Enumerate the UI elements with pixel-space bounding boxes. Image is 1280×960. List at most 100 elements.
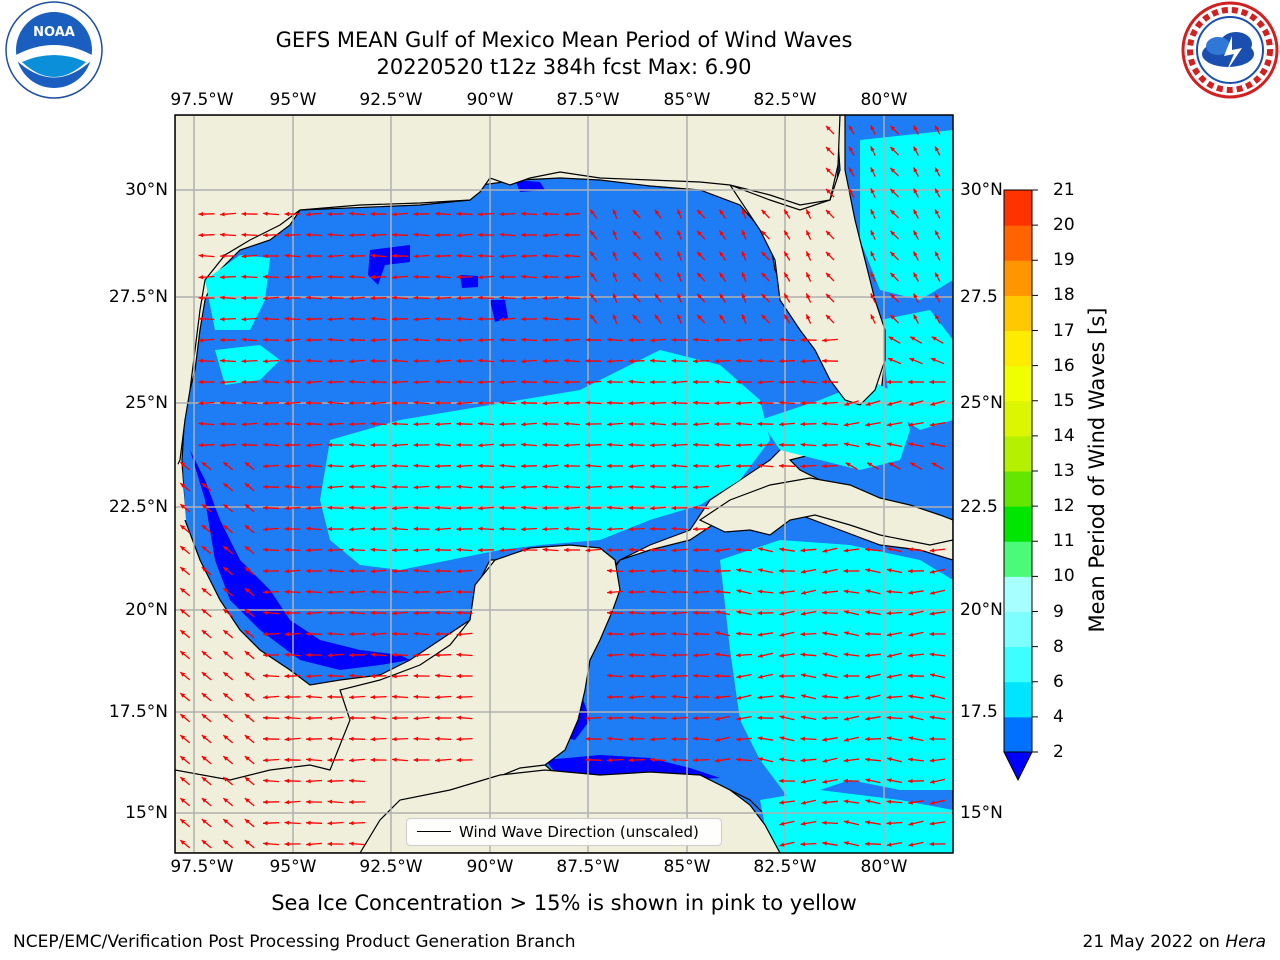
wind-arrow-head — [935, 125, 940, 131]
wind-arrow-head — [757, 589, 763, 594]
wind-arrow-head — [435, 442, 440, 447]
wind-arrow-head — [929, 611, 935, 616]
wind-arrow-head — [478, 380, 483, 385]
wind-arrow-head — [370, 589, 376, 594]
wind-arrow-head — [908, 547, 913, 552]
wind-arrow-head — [612, 272, 617, 278]
wind-arrow-head — [761, 293, 767, 299]
colorbar-segment — [1004, 681, 1032, 718]
wind-arrow-head — [697, 293, 702, 299]
wind-arrow-head — [784, 272, 789, 278]
wind-arrow-head — [908, 842, 914, 847]
wind-arrow-head — [370, 358, 375, 364]
wind-arrow-head — [284, 778, 290, 784]
wind-arrow-head — [761, 230, 767, 236]
wind-arrow-head — [822, 716, 827, 721]
wind-arrow-head — [284, 253, 290, 258]
wind-arrow-head — [241, 422, 247, 427]
wind-arrow-head — [478, 463, 483, 469]
wind-arrow-head — [779, 611, 785, 616]
wind-arrow-head — [198, 316, 204, 321]
wind-arrow-head — [908, 673, 913, 679]
wind-arrow-head — [456, 464, 462, 469]
wind-arrow-head — [435, 296, 440, 301]
wind-arrow-head — [435, 400, 440, 406]
wind-arrow-head — [284, 484, 290, 489]
wind-arrow-head — [714, 359, 720, 364]
wind-arrow-head — [306, 526, 311, 531]
wind-arrow-head — [779, 800, 784, 805]
wind-arrow-head — [542, 421, 548, 427]
wind-arrow-head — [865, 674, 871, 679]
wind-arrow-head — [198, 233, 204, 238]
wind-arrow-head — [327, 211, 332, 217]
wind-arrow-head — [865, 442, 871, 447]
wind-arrow-head — [349, 400, 354, 406]
wind-arrow-head — [715, 737, 720, 742]
wind-arrow-head — [741, 314, 746, 320]
wind-arrow-head — [913, 230, 918, 236]
wind-arrow-head — [677, 209, 682, 215]
wind-arrow-head — [865, 422, 871, 427]
wind-arrow-head — [499, 295, 505, 300]
colorbar-tick-label: 12 — [1053, 496, 1075, 517]
wind-arrow-head — [632, 272, 638, 278]
wind-arrow-head — [370, 211, 375, 217]
wind-arrow-head — [241, 359, 247, 364]
wind-arrow-head — [650, 652, 655, 657]
wind-arrow-head — [935, 209, 940, 215]
wind-arrow-head — [306, 380, 311, 385]
wind-arrow-head — [456, 296, 462, 301]
wind-arrow-head — [607, 442, 612, 447]
wind-arrow-head — [736, 631, 741, 636]
wind-arrow-head — [263, 652, 268, 658]
wind-arrow-head — [499, 463, 505, 468]
wind-arrow-head — [843, 422, 849, 427]
wind-arrow-head — [392, 463, 397, 468]
wind-arrow-head — [284, 757, 290, 763]
wind-arrow-head — [628, 505, 633, 511]
wind-arrow-head — [241, 379, 246, 385]
wind-arrow-head — [435, 590, 440, 595]
wind-arrow-head — [223, 462, 229, 467]
wind-arrow-head — [693, 631, 698, 636]
wind-arrow-head — [263, 758, 268, 763]
wind-arrow-head — [478, 358, 483, 363]
wind-arrow-head — [908, 611, 914, 616]
wind-arrow-head — [719, 209, 724, 215]
wind-arrow-head — [284, 632, 290, 637]
wind-arrow-head — [180, 567, 186, 572]
wind-arrow-head — [650, 401, 655, 406]
wind-arrow-head — [628, 464, 634, 469]
wind-arrow-head — [306, 757, 311, 762]
wind-arrow-head — [263, 442, 268, 447]
wind-arrow-head — [349, 758, 354, 763]
wind-arrow-head — [913, 146, 918, 152]
wind-arrow-head — [327, 841, 332, 847]
wind-arrow-head — [435, 422, 440, 427]
wind-arrow-head — [714, 695, 720, 700]
wind-arrow-head — [413, 358, 418, 364]
wind-arrow-head — [693, 379, 698, 385]
wind-arrow-head — [719, 314, 724, 320]
wind-arrow-head — [908, 800, 913, 805]
wind-arrow-head — [198, 295, 203, 301]
wind-arrow-head — [741, 230, 746, 236]
wind-arrow-head — [223, 672, 229, 677]
wind-arrow-head — [413, 254, 419, 259]
wind-arrow-head — [890, 314, 896, 320]
wind-arrow-head — [392, 400, 397, 406]
wind-arrow-head — [870, 293, 875, 299]
wind-arrow-head — [521, 422, 526, 427]
wind-arrow-head — [201, 483, 207, 488]
wind-arrow-head — [844, 401, 850, 406]
colorbar-tick-label: 14 — [1053, 425, 1075, 446]
wind-arrow-head — [201, 714, 207, 719]
wind-arrow-head — [435, 379, 440, 384]
wind-arrow-head — [223, 798, 229, 803]
wind-arrow-head — [714, 673, 720, 679]
wind-arrow-head — [913, 272, 918, 278]
wind-arrow-head — [564, 295, 569, 300]
wind-arrow-head — [800, 359, 806, 364]
wind-arrow-head — [822, 421, 827, 426]
